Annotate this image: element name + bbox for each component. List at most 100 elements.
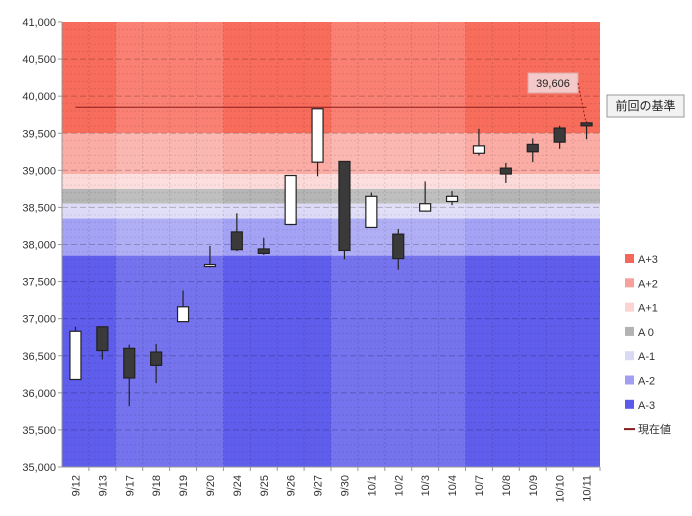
x-tick-label: 10/7: [474, 475, 486, 496]
legend-label-5: A-2: [638, 376, 655, 388]
x-tick-label: 10/1: [366, 475, 378, 496]
x-tick-label: 9/26: [286, 475, 298, 496]
zone-band-5: [62, 218, 600, 256]
candle-9/13: [96, 326, 109, 360]
legend-swatch-1: [625, 278, 634, 288]
candle-10/2: [392, 228, 405, 270]
x-tick-label: 9/18: [151, 475, 163, 496]
callout-value: 39,606: [536, 78, 570, 90]
candle-body-up: [176, 306, 190, 323]
x-tick-label: 9/13: [97, 475, 109, 496]
callout-leader: [577, 82, 588, 126]
candle-body-up: [203, 263, 217, 268]
candle-9/12: [69, 326, 82, 381]
x-tick-label: 9/25: [259, 475, 271, 496]
overlays: 39,606 前回の基準: [75, 72, 685, 126]
legend-label-1: A+2: [638, 278, 658, 290]
candle-body-up: [311, 108, 324, 163]
candle-body-up: [419, 203, 432, 212]
candle-9/17: [123, 344, 136, 407]
x-tick-label: 9/12: [70, 475, 82, 496]
y-tick-label: 41,000: [22, 17, 56, 29]
candle-body-up: [284, 174, 297, 226]
x-tick-label: 10/10: [555, 475, 567, 503]
x-tick-label: 9/30: [339, 475, 351, 496]
candle-body-up: [472, 145, 486, 154]
x-tick-label: 9/27: [313, 475, 325, 496]
candle-9/18: [150, 343, 163, 384]
legend-label-0: A+3: [638, 254, 658, 266]
y-tick-label: 36,000: [22, 388, 56, 400]
candle-body-down: [392, 233, 405, 260]
candle-9/19: [176, 290, 190, 323]
zone-band-1: [62, 133, 600, 175]
zone-band-2: [62, 174, 600, 189]
candle-10/8: [499, 162, 512, 183]
legend-label-2: A+1: [638, 303, 658, 315]
candle-9/26: [284, 174, 297, 226]
candle-body-down: [338, 160, 351, 252]
reference-label-box: [606, 94, 685, 118]
legend-label-3: A 0: [638, 327, 654, 339]
y-tick-label: 37,000: [22, 314, 56, 326]
y-tick-label: 39,000: [22, 165, 56, 177]
x-tick-label: 10/2: [393, 475, 405, 496]
reference-label: 前回の基準: [615, 98, 675, 113]
legend-swatch-6: [625, 399, 634, 409]
candle-body-up: [445, 195, 459, 203]
x-tick-label: 9/24: [232, 475, 244, 496]
candle-body-up: [69, 330, 82, 381]
candle-9/24: [230, 213, 243, 252]
y-tick-label: 37,500: [22, 277, 56, 289]
y-tick-label: 40,500: [22, 54, 56, 66]
candle-10/7: [472, 128, 486, 156]
legend-swatch-5: [625, 375, 634, 385]
y-tick-label: 35,000: [22, 462, 56, 474]
candle-10/3: [419, 181, 432, 212]
candle-body-down: [230, 231, 243, 251]
x-tick-label: 10/3: [420, 475, 432, 496]
x-tick-label: 9/20: [205, 475, 217, 496]
legend-swatch-0: [625, 254, 634, 263]
legend-swatch-2: [625, 302, 634, 312]
gridlines: [62, 22, 600, 467]
x-tick-label: 9/17: [124, 475, 136, 496]
legend: A+3 A+2 A+1 A 0 A-1 A-2 A-3 現在値: [624, 254, 671, 436]
x-tick-label: 9/19: [178, 475, 190, 496]
legend-label-4: A-1: [638, 351, 655, 363]
zone-bands: [62, 22, 600, 467]
candle-9/27: [311, 108, 324, 177]
x-tick-label: 10/9: [528, 475, 540, 496]
candle-body-down: [257, 248, 270, 254]
candle-body-down: [123, 347, 136, 379]
candle-10/4: [445, 191, 459, 206]
x-tick-label: 10/8: [501, 475, 513, 496]
week-shade-1: [115, 22, 224, 467]
candle-body-down: [96, 326, 109, 352]
y-tick-label: 38,000: [22, 240, 56, 252]
legend-swatch-3: [625, 326, 634, 336]
candles: [69, 108, 593, 407]
candle-9/25: [257, 237, 270, 255]
legend-label-7: 現在値: [638, 423, 671, 436]
candle-10/1: [365, 192, 378, 229]
zone-band-3: [62, 188, 600, 204]
legend-swatch-4: [625, 351, 634, 361]
y-tick-label: 40,000: [22, 91, 56, 103]
y-tick-label: 35,500: [22, 425, 56, 437]
zone-band-4: [62, 203, 600, 219]
candle-9/20: [203, 245, 217, 268]
axes: 35,000 35,500 36,000 36,500 37,000 37,500 38,0…: [22, 17, 601, 503]
candle-10/9: [526, 138, 539, 163]
candle-body-down: [553, 127, 566, 143]
y-tick-label: 39,500: [22, 128, 56, 140]
legend-label-6: A-3: [638, 400, 655, 412]
candle-9/30: [338, 160, 351, 260]
y-tick-label: 38,500: [22, 202, 56, 214]
candle-body-down: [499, 167, 512, 175]
candle-10/10: [553, 125, 566, 149]
zone-band-0: [62, 22, 600, 134]
x-tick-label: 10/4: [447, 475, 459, 496]
y-tick-label: 36,500: [22, 351, 56, 363]
